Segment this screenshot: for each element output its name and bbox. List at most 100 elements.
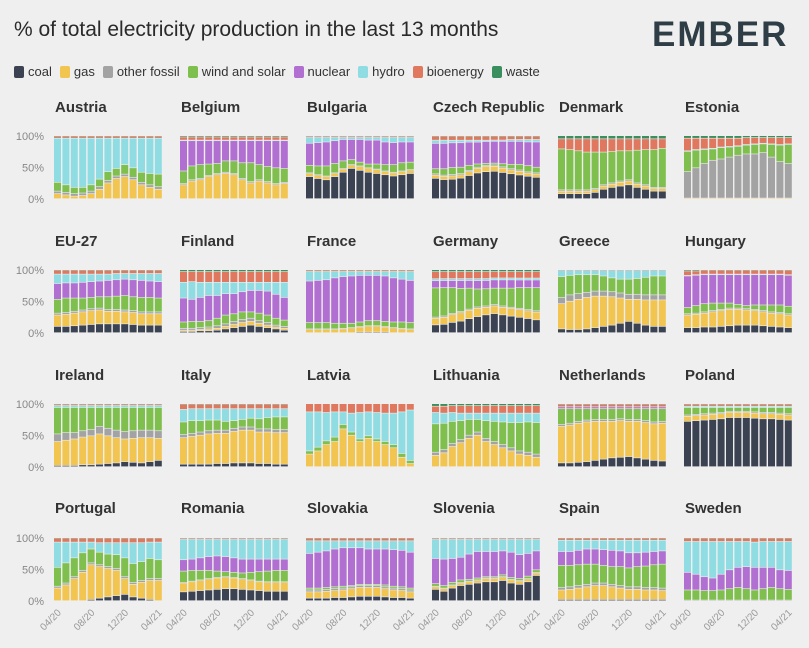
bar-segment-nuclear [692, 574, 700, 590]
bar-segment-bioenergy [532, 538, 540, 539]
legend-label: waste [505, 64, 540, 79]
bar-segment-wind-and-solar [373, 584, 381, 586]
bar-segment-gas [364, 168, 372, 172]
bar-segment-bioenergy [314, 404, 322, 412]
bar-segment-coal [70, 326, 78, 333]
bar-segment-wind-and-solar [591, 409, 599, 420]
bar-segment-other-fossil [490, 165, 498, 166]
bar-segment-nuclear [499, 280, 507, 288]
bar-segment-gas [482, 166, 490, 172]
bar-segment-wind-and-solar [322, 441, 330, 445]
bar-segment-gas [658, 188, 666, 191]
bar-segment-other-fossil [129, 431, 137, 439]
bar-segment-hydro [339, 271, 347, 277]
bar-segment-hydro [700, 541, 708, 577]
bar-segment-gas [146, 314, 154, 325]
bar-segment-bioenergy [322, 270, 330, 272]
bar-segment-wind-and-solar [717, 590, 725, 600]
legend-swatch [187, 65, 198, 78]
bar-segment-gas [129, 584, 137, 597]
bar-segment-coal [776, 327, 784, 333]
bar-segment-bioenergy [255, 538, 263, 539]
bar-segment-wind-and-solar [255, 164, 263, 180]
bar-segment-coal [314, 598, 322, 601]
bar-segment-wind-and-solar [432, 583, 439, 586]
bar-segment-gas [751, 413, 759, 418]
bar-segment-coal [138, 325, 145, 333]
bar-segment-other-fossil [247, 318, 255, 322]
bar-segment-gas [474, 168, 481, 173]
bar-segment-other-fossil [558, 587, 565, 590]
bar-segment-coal [255, 326, 263, 333]
bar-segment-other-fossil [700, 414, 708, 415]
bar-segment-coal [616, 457, 624, 467]
bar-segment-hydro [457, 413, 465, 421]
bar-segment-nuclear [230, 293, 238, 314]
bar-segment-nuclear [255, 141, 263, 165]
bar-segment-hydro [230, 282, 238, 294]
bar-segment-hydro [138, 543, 145, 562]
bar-segment-other-fossil [264, 181, 271, 183]
bar-segment-wind-and-solar [196, 164, 204, 179]
bar-segment-wind-and-solar [742, 589, 750, 600]
bar-segment-wind-and-solar [255, 572, 263, 581]
bar-segment-wind-and-solar [616, 409, 624, 419]
bar-segment-nuclear [726, 570, 733, 589]
bar-segment-bioenergy [121, 538, 129, 543]
bar-segment-bioenergy [280, 538, 288, 539]
bar-segment-gas [104, 311, 112, 324]
bar-segment-waste [280, 270, 288, 272]
bar-segment-wind-and-solar [600, 276, 607, 291]
bar-segment-gas [264, 183, 271, 199]
bar-segment-bioenergy [532, 136, 540, 140]
bar-segment-other-fossil [79, 431, 87, 437]
bar-segment-nuclear [457, 280, 465, 289]
bar-segment-coal [751, 325, 759, 333]
bar-segment-gas [381, 327, 389, 332]
bar-segment-wind-and-solar [205, 420, 213, 431]
bar-segment-wind-and-solar [658, 148, 666, 188]
bar-segment-wind-and-solar [121, 558, 129, 577]
bar-segment-hydro [146, 405, 154, 408]
bar-segment-hydro [751, 406, 759, 408]
bar-segment-bioenergy [348, 136, 355, 137]
bar-segment-gas [759, 414, 767, 419]
bar-segment-bioenergy [591, 538, 599, 540]
bar-segment-hydro [272, 539, 280, 559]
bar-segment-hydro [129, 405, 137, 408]
bar-segment-bioenergy [331, 136, 339, 137]
bar-segment-other-fossil [574, 293, 582, 300]
bar-segment-nuclear [566, 551, 574, 566]
bar-segment-nuclear [751, 567, 759, 590]
bar-segment-nuclear [205, 295, 213, 321]
bar-segment-gas [633, 184, 641, 188]
bar-segment-hydro [230, 409, 238, 421]
bar-segment-nuclear [255, 559, 263, 572]
bar-segment-gas [574, 191, 582, 194]
bar-segment-hydro [247, 282, 255, 291]
bar-segment-coal [280, 464, 288, 467]
bar-segment-wind-and-solar [776, 145, 784, 162]
bar-segment-wind-and-solar [306, 588, 313, 590]
bar-segment-nuclear [532, 280, 540, 288]
bar-segment-other-fossil [121, 431, 129, 439]
bar-segment-coal [121, 461, 129, 467]
country-title: Italy [181, 367, 212, 384]
bar-segment-wind-and-solar [238, 312, 246, 320]
bar-segment-gas [146, 580, 154, 600]
bar-segment-wind-and-solar [280, 570, 288, 582]
bar-segment-gas [331, 173, 339, 177]
bar-segment-gas [776, 414, 784, 420]
bar-segment-coal [398, 597, 406, 601]
bar-segment-wind-and-solar [348, 323, 355, 328]
bar-segment-other-fossil [633, 183, 641, 184]
bar-segment-hydro [440, 140, 448, 144]
bar-segment-wind-and-solar [625, 151, 633, 180]
bar-segment-nuclear [406, 142, 414, 162]
bar-segment-coal [129, 324, 137, 333]
country-title: Romania [181, 500, 245, 517]
bar-segment-wind-and-solar [272, 417, 280, 430]
